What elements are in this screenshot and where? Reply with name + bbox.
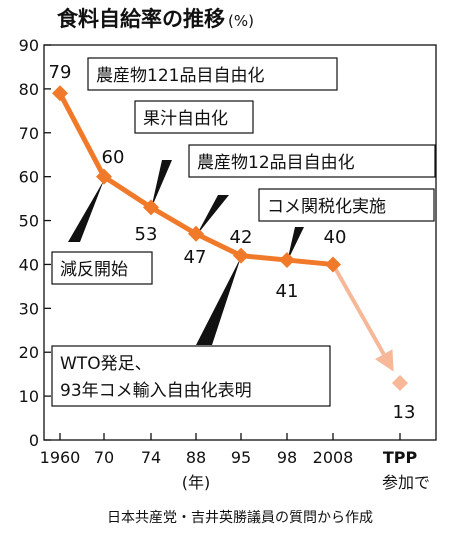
plot-frame — [43, 44, 437, 441]
annotation-box: コメ関税化実施 — [258, 188, 435, 222]
annotation-pointer — [68, 180, 104, 242]
y-tick-label: 0 — [29, 431, 39, 450]
x-tick-label: 98 — [277, 448, 297, 467]
data-point-marker — [279, 252, 295, 269]
x-tick-label: 74 — [141, 448, 161, 467]
annotation-box: 農産物121品目自由化 — [87, 57, 338, 91]
data-label: 42 — [230, 227, 253, 248]
data-label: 13 — [393, 402, 416, 423]
y-tick-label: 90 — [19, 36, 39, 55]
projection-line — [331, 263, 386, 356]
source-note: 日本共産党・吉井英勝議員の質問から作成 — [107, 509, 373, 526]
data-label: 40 — [324, 227, 347, 248]
annotation-pointer — [287, 227, 304, 262]
annotation-text: コメ関税化実施 — [267, 197, 386, 217]
data-point-marker — [325, 256, 341, 273]
data-label: 41 — [276, 281, 299, 302]
y-tick-label: 70 — [19, 124, 39, 143]
projected-point-marker — [392, 374, 408, 391]
chart-unit: (%) — [228, 12, 254, 30]
y-tick-label: 60 — [19, 168, 39, 187]
y-tick-label: 50 — [19, 212, 39, 231]
data-point-marker — [233, 247, 249, 264]
annotation-text: WTO発足、 — [60, 354, 152, 374]
annotation-box: 果汁自由化 — [134, 100, 254, 134]
annotation-box: 農産物12品目自由化 — [188, 144, 436, 178]
y-tick-label: 80 — [19, 80, 39, 99]
x-tick-label: 70 — [94, 448, 114, 467]
data-label: 79 — [49, 62, 72, 83]
data-label: 60 — [102, 147, 125, 168]
y-tick-label: 30 — [19, 299, 39, 318]
x-tick-label: 88 — [186, 448, 206, 467]
annotation-box: 減反開始 — [51, 251, 153, 285]
data-point-marker — [52, 85, 68, 102]
annotation-pointer — [196, 257, 241, 345]
annotation-text: 93年コメ輸入自由化表明 — [60, 381, 252, 401]
data-point-marker — [188, 225, 204, 242]
annotation-text: 農産物121品目自由化 — [96, 66, 264, 86]
data-label: 53 — [135, 224, 158, 245]
annotation-pointer — [196, 195, 229, 236]
x-tick-label: 2008 — [313, 448, 354, 467]
y-tick-label: 10 — [19, 387, 39, 406]
x-tick-label: 1960 — [40, 448, 81, 467]
annotation-text: 果汁自由化 — [143, 109, 228, 129]
annotation-text: 農産物12品目自由化 — [197, 153, 355, 173]
projection-arrowhead — [375, 349, 394, 372]
chart-title: 食料自給率の推移 — [57, 7, 225, 31]
annotation-text: 減反開始 — [60, 260, 128, 280]
data-point-marker — [96, 168, 112, 185]
data-point-marker — [143, 199, 159, 216]
x-axis-unit: (年) — [182, 473, 211, 492]
annotation-box: WTO発足、 93年コメ輸入自由化表明 — [51, 345, 331, 407]
y-tick-label: 20 — [19, 343, 39, 362]
data-label: 47 — [184, 247, 207, 268]
x-tick-label: TPP — [383, 448, 418, 467]
x-tick-label-line2: 参加で — [382, 473, 430, 492]
x-tick-label: 95 — [231, 448, 251, 467]
annotation-pointer — [151, 160, 172, 209]
y-tick-label: 40 — [19, 255, 39, 274]
